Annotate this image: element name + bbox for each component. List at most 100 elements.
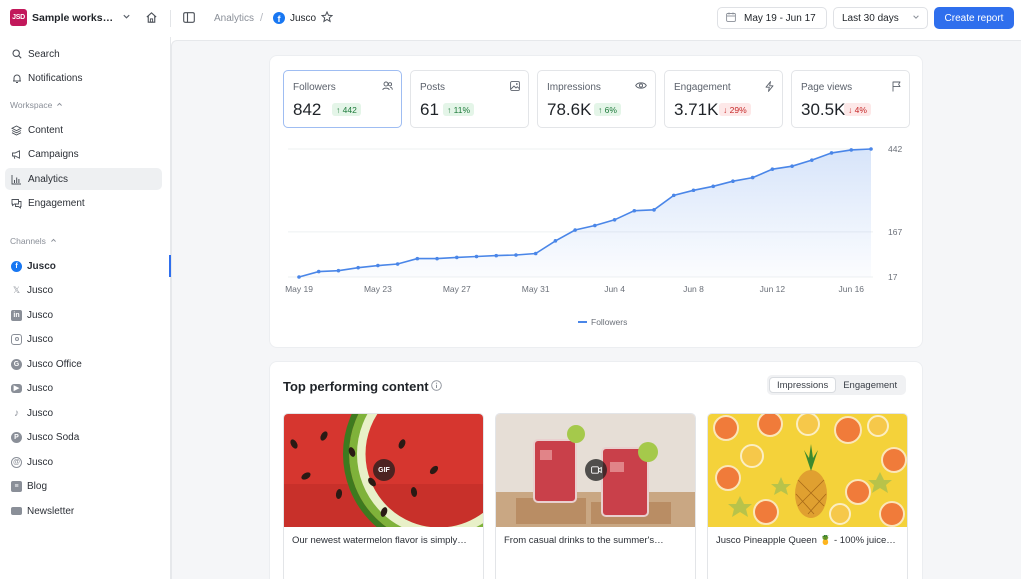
- stat-card-engagement[interactable]: Engagement 3.71K ↓ 29%: [664, 70, 783, 128]
- sidebar-channel-blog[interactable]: ≡ Blog: [5, 475, 162, 497]
- stat-delta: 4%: [854, 104, 867, 115]
- stat-delta-badge: ↓ 4%: [844, 103, 871, 116]
- stat-label: Impressions: [547, 82, 601, 93]
- stat-delta-badge: ↓ 29%: [719, 103, 751, 116]
- stat-card-posts[interactable]: Posts 61 ↑ 11%: [410, 70, 529, 128]
- info-icon[interactable]: [431, 380, 442, 394]
- chevron-down-icon: [912, 13, 920, 24]
- data-point[interactable]: [316, 269, 321, 274]
- data-point[interactable]: [790, 164, 794, 168]
- stat-label: Posts: [420, 82, 446, 93]
- chart-legend: Followers: [578, 317, 627, 327]
- stat-delta: 442: [342, 104, 357, 115]
- data-point[interactable]: [494, 253, 499, 258]
- data-point[interactable]: [750, 175, 755, 180]
- sidebar-item-search[interactable]: Search: [5, 43, 162, 65]
- create-report-button[interactable]: Create report: [934, 7, 1014, 29]
- data-point[interactable]: [671, 193, 676, 198]
- workspace-section-toggle[interactable]: Workspace: [10, 100, 63, 110]
- megaphone-icon: [11, 149, 22, 160]
- sidebar-item-label: Jusco: [27, 382, 54, 394]
- post-card[interactable]: GIF Our newest watermelon flavor is simp…: [283, 413, 484, 579]
- post-card[interactable]: From casual drinks to the summer's…: [495, 413, 696, 579]
- data-point[interactable]: [632, 208, 637, 213]
- data-point[interactable]: [573, 228, 577, 232]
- data-point[interactable]: [810, 158, 814, 162]
- data-point[interactable]: [652, 208, 656, 212]
- sidebar-item-label: Blog: [27, 480, 48, 492]
- post-card[interactable]: Jusco Pineapple Queen 🍍 - 100% juice…: [707, 413, 908, 579]
- sidebar-toggle-icon[interactable]: [183, 12, 195, 26]
- tab-impressions[interactable]: Impressions: [769, 377, 837, 393]
- data-point[interactable]: [731, 179, 735, 184]
- channels-section-toggle[interactable]: Channels: [10, 236, 57, 246]
- data-point[interactable]: [376, 263, 380, 268]
- sidebar-item-analytics[interactable]: Analytics: [5, 168, 162, 190]
- scroll-indicator: [169, 255, 171, 277]
- data-point[interactable]: [849, 148, 854, 152]
- data-point[interactable]: [297, 275, 301, 279]
- sidebar-channel-pinterest[interactable]: P Jusco Soda: [5, 426, 162, 448]
- sidebar-channel-newsletter[interactable]: Newsletter: [5, 500, 162, 522]
- sidebar-item-label: Jusco: [27, 309, 54, 321]
- data-point[interactable]: [869, 147, 873, 151]
- data-point[interactable]: [435, 256, 439, 261]
- section-label: Workspace: [10, 100, 53, 110]
- sidebar-channel-youtube[interactable]: ▶ Jusco: [5, 377, 162, 399]
- stat-value: 78.6K: [547, 100, 592, 119]
- data-point[interactable]: [474, 254, 479, 259]
- data-point[interactable]: [395, 262, 400, 266]
- sidebar-item-label: Notifications: [28, 72, 83, 84]
- tiktok-icon: ♪: [14, 407, 19, 419]
- stat-card-page-views[interactable]: Page views 30.5K ↓ 4%: [791, 70, 910, 128]
- post-caption: Jusco Pineapple Queen 🍍 - 100% juice…: [716, 535, 896, 546]
- sidebar-item-label: Jusco Office: [27, 358, 82, 370]
- data-point[interactable]: [454, 255, 459, 260]
- sidebar-channel-linkedin[interactable]: in Jusco: [5, 304, 162, 326]
- sidebar-item-label: Newsletter: [27, 505, 75, 517]
- layers-icon: [11, 124, 22, 136]
- breadcrumb-separator: /: [260, 12, 264, 24]
- tab-engagement[interactable]: Engagement: [843, 379, 898, 391]
- data-point[interactable]: [356, 265, 360, 270]
- sidebar-item-label: Jusco: [27, 407, 54, 419]
- legend-label: Followers: [591, 317, 627, 327]
- period-select[interactable]: Last 30 days: [833, 7, 928, 29]
- sidebar-channel-instagram[interactable]: Jusco: [5, 328, 162, 350]
- sidebar-item-content[interactable]: Content: [5, 119, 162, 141]
- data-point[interactable]: [336, 268, 341, 273]
- stat-card-followers[interactable]: Followers 842 ↑ 442: [283, 70, 402, 128]
- sidebar-item-label: Jusco: [27, 333, 54, 345]
- workspace-switcher[interactable]: JSD Sample workspace: [10, 9, 131, 26]
- post-image-pineapple: [708, 414, 907, 527]
- data-point[interactable]: [553, 239, 558, 243]
- sidebar-item-campaigns[interactable]: Campaigns: [5, 143, 162, 165]
- star-icon[interactable]: [320, 10, 334, 26]
- sidebar-item-engagement[interactable]: Engagement: [5, 192, 162, 214]
- data-point[interactable]: [770, 167, 775, 171]
- data-point[interactable]: [711, 184, 716, 189]
- data-point[interactable]: [533, 251, 538, 256]
- sidebar-border: [170, 37, 171, 579]
- data-point[interactable]: [691, 188, 696, 193]
- data-point[interactable]: [514, 253, 518, 257]
- sidebar-item-notifications[interactable]: Notifications: [5, 67, 162, 89]
- stat-delta-badge: ↑ 11%: [443, 103, 475, 116]
- date-range-picker[interactable]: May 19 - Jun 17: [717, 7, 827, 29]
- blog-icon: ≡: [11, 480, 22, 492]
- sidebar-channel-tiktok[interactable]: ♪ Jusco: [5, 402, 162, 424]
- home-icon[interactable]: [145, 11, 158, 27]
- sidebar-channel-google-business[interactable]: G Jusco Office: [5, 353, 162, 375]
- sidebar-channel-threads[interactable]: @ Jusco: [5, 451, 162, 473]
- data-point[interactable]: [593, 223, 597, 228]
- data-point[interactable]: [829, 151, 834, 155]
- data-point[interactable]: [612, 217, 617, 222]
- stat-card-impressions[interactable]: Impressions 78.6K ↑ 6%: [537, 70, 656, 128]
- breadcrumb-analytics[interactable]: Analytics: [214, 13, 255, 24]
- mail-icon: [11, 507, 22, 515]
- facebook-icon: f: [273, 12, 285, 24]
- data-point[interactable]: [415, 256, 420, 261]
- sidebar-channel-x[interactable]: 𝕏 Jusco: [5, 279, 162, 301]
- stat-delta: 29%: [729, 104, 747, 115]
- sidebar-channel-facebook[interactable]: f Jusco: [5, 255, 162, 277]
